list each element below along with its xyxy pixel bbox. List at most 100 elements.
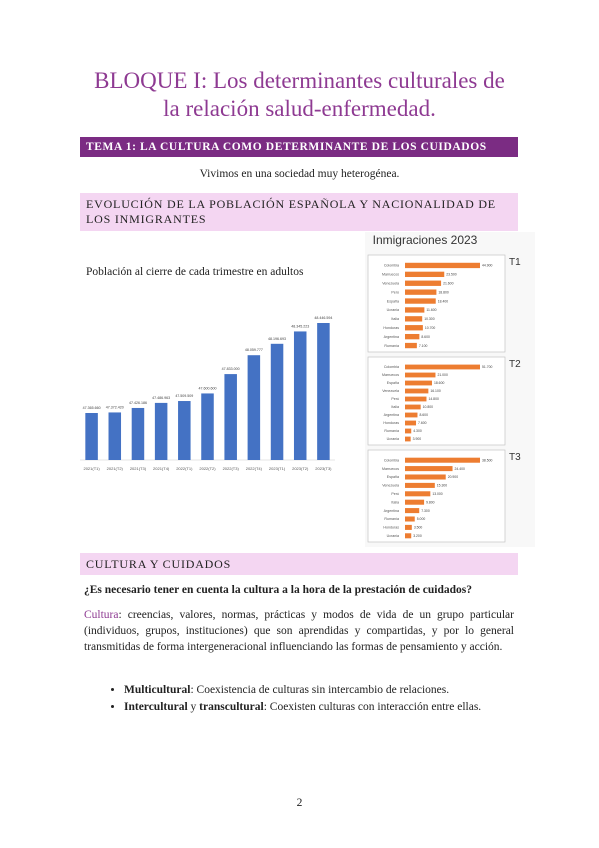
value-label: 21.600: [443, 281, 453, 285]
bullet-list: Multicultural: Coexistencia de culturas …: [104, 682, 524, 716]
x-tick-label: 2022(T4): [246, 466, 263, 471]
bar: [270, 343, 284, 460]
y-tick-label: Marruecos: [382, 273, 399, 277]
value-label: 47.372.420: [106, 405, 124, 409]
x-tick-label: 2021(T2): [107, 466, 124, 471]
chart-title: Inmigraciones 2023: [373, 233, 478, 247]
y-tick-label: España: [387, 475, 399, 479]
page-number: 2: [296, 797, 303, 809]
bar: [247, 355, 261, 460]
bar: [405, 364, 480, 370]
x-tick-label: 2022(T3): [223, 466, 240, 471]
bar: [317, 323, 330, 460]
bar: [405, 474, 446, 480]
value-label: 7.100: [419, 344, 428, 348]
y-tick-label: España: [387, 299, 399, 303]
value-label: 48.446.594: [314, 316, 332, 320]
bar: [405, 533, 412, 539]
bar: [405, 491, 431, 497]
bar: [178, 401, 191, 460]
x-tick-label: 2022(T1): [176, 466, 193, 471]
x-tick-label: 2023(T1): [269, 466, 286, 471]
y-tick-label: Perú: [391, 397, 399, 401]
value-label: 7.600: [418, 421, 427, 425]
value-label: 10.800: [423, 405, 433, 409]
value-label: 13.000: [432, 492, 442, 496]
value-label: 47.833.000: [222, 367, 240, 371]
bar: [405, 499, 425, 505]
bar: [405, 466, 453, 472]
y-tick-label: Argentina: [384, 413, 399, 417]
y-tick-label: Rumanía: [384, 517, 399, 521]
value-label: 18.600: [434, 381, 444, 385]
intro: Vivimos en una sociedad muy heterogénea.: [199, 168, 400, 180]
value-label: 3.900: [413, 437, 422, 441]
question: ¿Es necesario tener en cuenta la cultura…: [84, 584, 473, 596]
y-tick-label: Ucrania: [387, 534, 399, 538]
chart-frame: [367, 356, 506, 446]
value-label: 9.800: [426, 500, 435, 504]
y-tick-label: Honduras: [383, 326, 399, 330]
y-tick-label: Ucrania: [387, 437, 399, 441]
bar: [405, 325, 423, 331]
y-tick-label: España: [387, 381, 399, 385]
bar: [405, 428, 412, 434]
y-tick-label: Italia: [391, 500, 399, 504]
chart-title: T2: [509, 359, 521, 370]
bar: [201, 393, 214, 460]
bar: [85, 413, 98, 460]
bar: [405, 412, 418, 418]
bullet-text: : Coexistencia de culturas sin intercamb…: [190, 684, 450, 696]
value-label: 21.000: [437, 373, 447, 377]
y-tick-label: Marruecos: [382, 467, 399, 471]
bar: [405, 333, 420, 340]
y-tick-label: Colombia: [384, 458, 399, 462]
term: Cultura: [84, 609, 119, 621]
value-label: 48.059.777: [245, 348, 263, 352]
value-label: 11.600: [426, 308, 436, 312]
value-label: 16.100: [430, 389, 440, 393]
y-tick-label: Colombia: [384, 264, 399, 268]
value-label: 47.600.600: [199, 386, 217, 390]
y-tick-label: Honduras: [383, 421, 399, 425]
y-tick-label: Venezuela: [382, 281, 399, 285]
chart-frame: [367, 449, 506, 543]
value-label: 18.400: [438, 299, 448, 303]
value-label: 24.400: [455, 467, 465, 471]
value-label: 38.500: [482, 458, 492, 462]
bar: [405, 508, 420, 514]
bullet: Intercultural y transcultural: Coexisten…: [124, 699, 524, 716]
x-tick-label: 2022(T2): [199, 466, 216, 471]
value-label: 8.600: [419, 413, 428, 417]
value-label: 15.300: [437, 484, 447, 488]
y-tick-label: Marruecos: [382, 373, 399, 377]
value-label: 48.196.693: [268, 337, 286, 341]
bar: [405, 307, 425, 313]
chart-title: T3: [509, 452, 521, 463]
x-tick-label: 2023(T3): [315, 466, 332, 471]
population-chart: 47.365.660 2021(T1) 47.372.420 2021(T2) 47.4…: [80, 316, 335, 471]
bar: [293, 331, 307, 460]
y-tick-label: Italia: [391, 405, 399, 409]
bar: [405, 380, 432, 386]
bar: [224, 374, 237, 460]
value-label: 44.900: [482, 264, 492, 268]
value-label: 47.365.660: [83, 406, 101, 410]
title: la relación salud-enfermedad.: [163, 96, 436, 121]
bar: [154, 402, 168, 460]
bullet: Multicultural: Coexistencia de culturas …: [124, 682, 524, 699]
x-tick-label: 2021(T1): [83, 466, 100, 471]
value-label: 3.500: [414, 526, 423, 530]
x-tick-label: 2021(T4): [153, 466, 170, 471]
chart-frame: [367, 254, 506, 353]
section-header: EVOLUCIÓN DE LA POBLACIÓN ESPAÑOLA Y NAC…: [80, 193, 518, 231]
bar: [405, 404, 421, 410]
bar: [405, 372, 436, 378]
value-label: 5.000: [417, 517, 426, 521]
bar: [405, 420, 417, 426]
title: BLOQUE I: Los determinantes culturales d…: [94, 68, 505, 93]
bar: [108, 412, 122, 460]
bar: [131, 407, 145, 460]
chart-title: T1: [509, 257, 521, 268]
bar: [405, 289, 437, 295]
